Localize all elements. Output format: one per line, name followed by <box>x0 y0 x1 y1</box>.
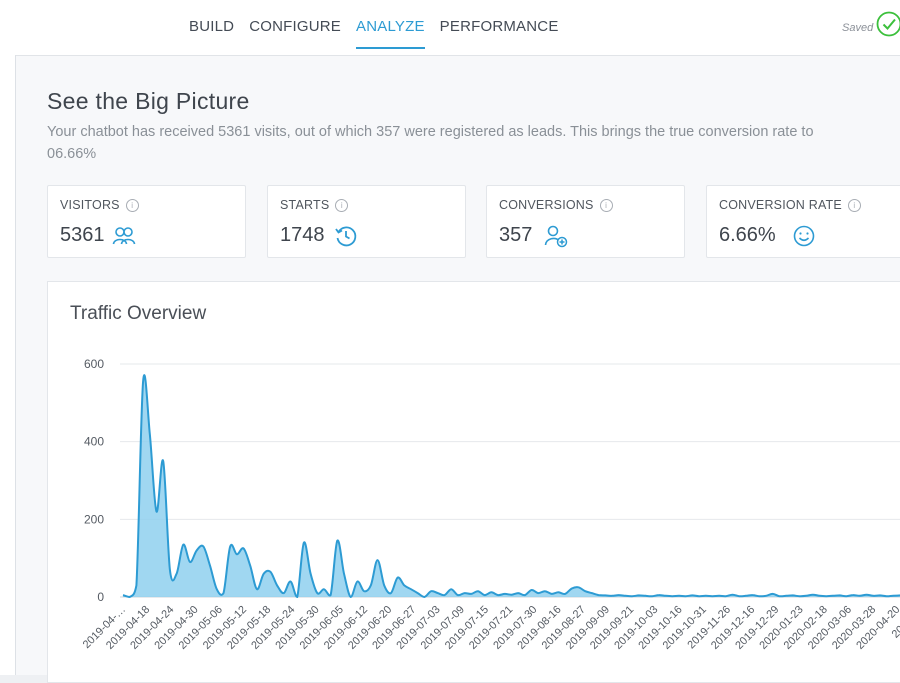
y-tick-label: 600 <box>84 357 104 371</box>
traffic-area <box>123 375 900 597</box>
y-tick-label: 0 <box>97 590 104 604</box>
y-tick-label: 400 <box>84 435 104 449</box>
y-tick-label: 200 <box>84 512 104 526</box>
